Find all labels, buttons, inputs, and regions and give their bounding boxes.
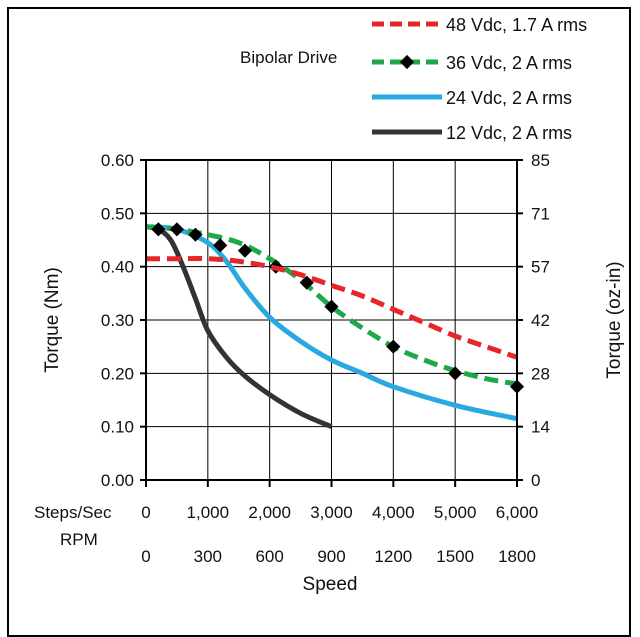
axis-ticks: 0.00 0 0.10 14 0.20 28 0.30 42 0.40 57 0.50 71 0.60 8… bbox=[101, 151, 550, 566]
y-axis-label-left: Torque (Nm) bbox=[42, 267, 63, 373]
y-tick-label-left: 0.30 bbox=[101, 311, 134, 330]
annotation-bipolar-drive: Bipolar Drive bbox=[240, 48, 337, 67]
series-marker bbox=[213, 238, 228, 253]
x-row-label-rpm: RPM bbox=[60, 530, 98, 549]
series-marker bbox=[299, 275, 314, 290]
x-tick-label-steps: 5,000 bbox=[434, 503, 477, 522]
y-tick-label-right: 28 bbox=[531, 364, 550, 383]
y-tick-label-left: 0.00 bbox=[101, 471, 134, 490]
y-tick-label-left: 0.50 bbox=[101, 204, 134, 223]
y-tick-label-right: 14 bbox=[531, 418, 550, 437]
y-tick-label-left: 0.40 bbox=[101, 258, 134, 277]
legend: 48 Vdc, 1.7 A rms 36 Vdc, 2 A rms 24 Vdc, … bbox=[372, 15, 587, 143]
series-marker bbox=[237, 243, 253, 258]
series-marker bbox=[324, 299, 339, 314]
x-axis-label: Speed bbox=[303, 574, 358, 595]
series-line-0 bbox=[146, 255, 518, 360]
series-marker bbox=[386, 339, 401, 354]
x-tick-label-rpm: 0 bbox=[141, 547, 150, 566]
y-tick-label-right: 71 bbox=[531, 204, 550, 223]
series-line-2 bbox=[145, 224, 518, 422]
series-marker bbox=[151, 222, 166, 237]
legend-label-1: 36 Vdc, 2 A rms bbox=[446, 53, 572, 73]
x-row-label-steps: Steps/Sec bbox=[34, 503, 112, 522]
y-tick-label-right: 57 bbox=[531, 258, 550, 277]
x-tick-label-steps: 3,000 bbox=[310, 503, 353, 522]
x-tick-label-rpm: 300 bbox=[194, 547, 222, 566]
legend-label-0: 48 Vdc, 1.7 A rms bbox=[446, 15, 587, 35]
x-tick-label-rpm: 600 bbox=[255, 547, 283, 566]
x-tick-label-steps: 6,000 bbox=[496, 503, 539, 522]
x-tick-label-rpm: 1800 bbox=[498, 547, 536, 566]
x-tick-label-rpm: 1500 bbox=[436, 547, 474, 566]
y-tick-label-left: 0.10 bbox=[101, 418, 134, 437]
x-tick-label-steps: 2,000 bbox=[248, 503, 291, 522]
series-marker bbox=[448, 366, 463, 381]
legend-marker bbox=[399, 54, 415, 70]
series-lines bbox=[145, 222, 525, 429]
y-tick-label-right: 0 bbox=[531, 471, 540, 490]
series-marker bbox=[188, 227, 203, 242]
y-tick-label-right: 42 bbox=[531, 311, 550, 330]
y-tick-label-left: 0.20 bbox=[101, 364, 134, 383]
chart-frame bbox=[7, 7, 631, 637]
series-line-3 bbox=[145, 224, 333, 429]
legend-label-3: 12 Vdc, 2 A rms bbox=[446, 123, 572, 143]
x-tick-label-rpm: 900 bbox=[317, 547, 345, 566]
y-tick-label-left: 0.60 bbox=[101, 151, 134, 170]
y-axis-label-right: Torque (oz-in) bbox=[604, 261, 625, 378]
x-tick-label-rpm: 1200 bbox=[374, 547, 412, 566]
x-tick-label-steps: 1,000 bbox=[187, 503, 230, 522]
y-tick-label-right: 85 bbox=[531, 151, 550, 170]
grid bbox=[146, 160, 517, 480]
x-tick-label-steps: 4,000 bbox=[372, 503, 415, 522]
legend-label-2: 24 Vdc, 2 A rms bbox=[446, 88, 572, 108]
series-marker bbox=[169, 222, 184, 237]
x-tick-label-steps: 0 bbox=[141, 503, 150, 522]
